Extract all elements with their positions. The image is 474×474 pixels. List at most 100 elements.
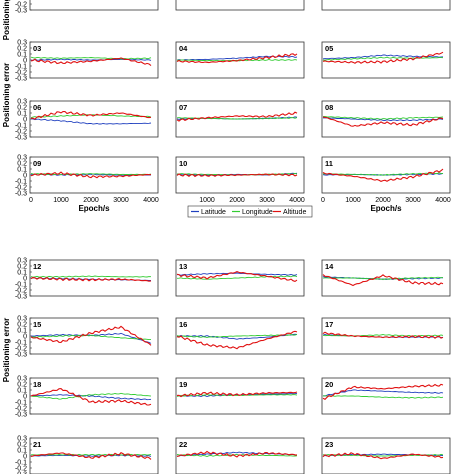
y-tick-label: 0.2 (17, 263, 27, 270)
y-tick-label: -0.2 (15, 184, 27, 191)
series-line-altitude (176, 271, 298, 283)
series-line-longitude (322, 395, 444, 399)
subplot-label: 08 (325, 103, 333, 112)
y-tick-label: 0 (23, 172, 27, 179)
x-tick-label: 3000 (405, 197, 421, 204)
series-line-longitude (176, 59, 298, 62)
y-tick-label: 0.3 (17, 375, 27, 382)
y-tick-label: -0.2 (15, 1, 27, 8)
subplot-10: 10 (175, 156, 305, 194)
series-line-longitude (176, 393, 298, 397)
y-tick-label: 0.2 (17, 104, 27, 111)
subplot-label: 21 (33, 440, 41, 449)
y-tick-label: 0.3 (17, 257, 27, 264)
series-line-altitude (30, 388, 152, 406)
series-line-altitude (322, 331, 444, 339)
series-line-altitude (322, 168, 444, 183)
subplot-13: 13 (175, 259, 305, 297)
series-line-altitude (176, 111, 298, 122)
y-tick-label: 0 (23, 275, 27, 282)
series-line-longitude (30, 453, 152, 456)
y-tick-label: 0.3 (17, 98, 27, 105)
legend: Latitude Longitude Altitude (187, 205, 313, 218)
series-line-altitude (30, 325, 152, 346)
y-tick-label: 0.3 (17, 315, 27, 322)
series-line-altitude (176, 330, 298, 350)
subplot-top-1 (175, 0, 305, 11)
y-tick-label: -0.2 (15, 345, 27, 352)
subplot-label: 14 (325, 262, 334, 271)
y-tick-label: 0.1 (17, 51, 27, 58)
subplot-label: 06 (33, 103, 41, 112)
legend-entry-longitude: Longitude (242, 209, 273, 216)
series-line-altitude (322, 51, 444, 64)
y-tick-label: 0.2 (17, 160, 27, 167)
series-line-altitude (176, 450, 297, 458)
y-tick-label: 0.1 (17, 447, 27, 454)
series-line-altitude (176, 173, 298, 178)
x-tick-label: 4000 (289, 197, 305, 204)
series-line-longitude (30, 392, 152, 400)
series-line-latitude (177, 272, 298, 276)
subplot-11: 11 (321, 156, 451, 194)
y-tick-label: 0 (23, 393, 27, 400)
series-line-latitude (322, 389, 444, 397)
y-tick-label: -0.2 (15, 465, 27, 472)
series-line-altitude (30, 276, 152, 282)
legend-box (187, 205, 313, 218)
y-axis-title: Positioning error (2, 318, 11, 382)
series-line-altitude (30, 171, 152, 179)
y-tick-label: 0.1 (17, 110, 27, 117)
series-line-longitude (176, 454, 298, 457)
subplot-03: 0.30.20.10-0.1-0.2-0.3 03 (15, 39, 159, 82)
legend-entry-latitude: Latitude (201, 209, 226, 216)
subplot-04: 04 (175, 41, 305, 79)
series-line-altitude (176, 391, 298, 398)
x-tick-label: 0 (29, 197, 33, 204)
subplot-06: 0.30.20.10-0.1-0.2-0.3 06 (15, 98, 159, 141)
y-tick-label: -0.1 (15, 178, 27, 185)
subplot-frame (175, 0, 305, 11)
subplot-16: 16 (175, 317, 305, 355)
subplot-23: 23 (321, 437, 451, 474)
subplot-label: 10 (179, 159, 187, 168)
subplot-12: 0.30.20.10-0.1-0.2-0.3 12 (15, 257, 159, 300)
subplot-top-0: -0.2-0.3 (15, 0, 159, 14)
y-tick-label: 0 (23, 453, 27, 460)
x-axis-titles: Epoch/s Epoch/s (78, 204, 402, 213)
y-tick-label: 0.1 (17, 387, 27, 394)
subplot-label: 23 (325, 440, 333, 449)
subplot-05: 05 (321, 41, 451, 79)
y-tick-label: 0.3 (17, 39, 27, 46)
x-tick-label: 3000 (113, 197, 129, 204)
y-axis-titles: Positioning error Positioning error Positi… (2, 0, 11, 382)
series-line-longitude (322, 116, 444, 120)
subplot-label: 03 (33, 44, 41, 53)
subplot-label: 12 (33, 262, 41, 271)
subplot-07: 07 (175, 100, 305, 138)
y-tick-label: 0.1 (17, 269, 27, 276)
y-tick-label: -0.2 (15, 128, 27, 135)
y-tick-label: 0 (23, 333, 27, 340)
y-tick-label: -0.3 (15, 75, 27, 82)
y-tick-label: -0.3 (15, 7, 27, 14)
y-axis-title-partial: Positioning error (2, 0, 11, 40)
subplot-label: 15 (33, 320, 41, 329)
series-line-latitude (30, 394, 152, 401)
x-tick-label: 2000 (375, 197, 391, 204)
x-tick-label: 1000 (53, 197, 69, 204)
y-tick-label: -0.1 (15, 122, 27, 129)
subplot-label: 04 (179, 44, 188, 53)
y-tick-label: 0.2 (17, 381, 27, 388)
y-tick-label: -0.3 (15, 293, 27, 300)
subplot-15: 0.30.20.10-0.1-0.2-0.3 15 (15, 315, 159, 358)
subplot-label: 17 (325, 320, 333, 329)
series-line-altitude (322, 116, 444, 127)
subplot-18: 0.30.20.10-0.1-0.2-0.3 18 (15, 375, 159, 418)
series-line-altitude (30, 57, 152, 67)
subplot-label: 07 (179, 103, 187, 112)
subplot-20: 20 (321, 377, 451, 415)
y-tick-label: 0 (23, 116, 27, 123)
y-tick-label: 0.2 (17, 441, 27, 448)
